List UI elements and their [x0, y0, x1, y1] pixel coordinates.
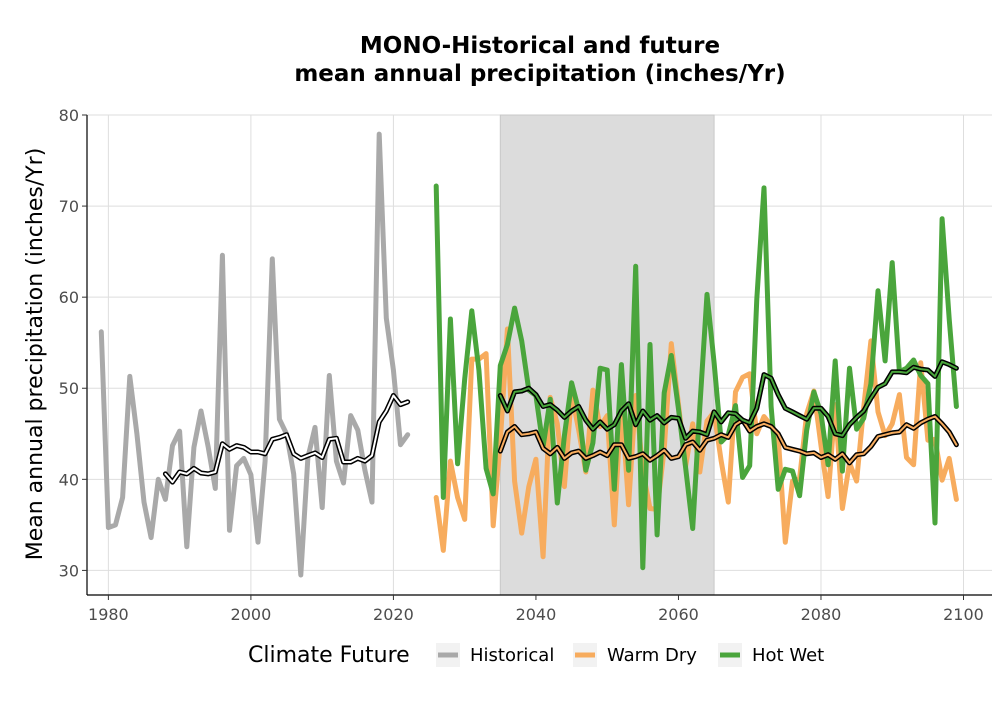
legend: Climate Future Historical Warm Dry Hot Wet: [248, 643, 824, 668]
hot-wet-series-line: [433, 183, 959, 571]
y-tick-label: 40: [59, 470, 79, 489]
chart-title-line-2: mean annual precipitation (inches/Yr): [294, 61, 785, 87]
y-tick-label: 60: [59, 288, 79, 307]
legend-item-warm-dry: Warm Dry: [573, 643, 697, 667]
legend-label: Historical: [470, 645, 554, 666]
legend-label: Warm Dry: [607, 645, 697, 666]
chart-title-line-1: MONO-Historical and future: [360, 33, 720, 59]
series-layer: [98, 131, 959, 578]
axes-layer: 30 40 50 60 70 80 1980 2000 2020 2040 2060 2080 2100: [59, 106, 992, 624]
x-tick-label: 2060: [658, 605, 699, 624]
x-tick-label: 2000: [231, 605, 272, 624]
historical-smoothed-line: [164, 394, 409, 484]
y-tick-label: 30: [59, 561, 79, 580]
y-tick-label: 50: [59, 379, 79, 398]
x-tick-label: 2040: [516, 605, 557, 624]
x-tick-label: 2100: [943, 605, 984, 624]
legend-label: Hot Wet: [752, 645, 824, 666]
x-tick-label: 2020: [373, 605, 414, 624]
y-tick-label: 80: [59, 106, 79, 125]
legend-item-historical: Historical: [436, 643, 554, 667]
historical-series-line: [98, 131, 411, 578]
x-tick-label: 2080: [801, 605, 842, 624]
future-period-shading: [499, 114, 715, 596]
hot-wet-smoothed-line: [499, 360, 958, 440]
warm-dry-smoothed-line: [499, 415, 958, 464]
legend-title: Climate Future: [248, 643, 410, 668]
x-tick-label: 1980: [88, 605, 129, 624]
y-axis-label: Mean annual precipitation (inches/Yr): [23, 148, 48, 561]
legend-item-hot-wet: Hot Wet: [718, 643, 824, 667]
y-tick-label: 70: [59, 197, 79, 216]
